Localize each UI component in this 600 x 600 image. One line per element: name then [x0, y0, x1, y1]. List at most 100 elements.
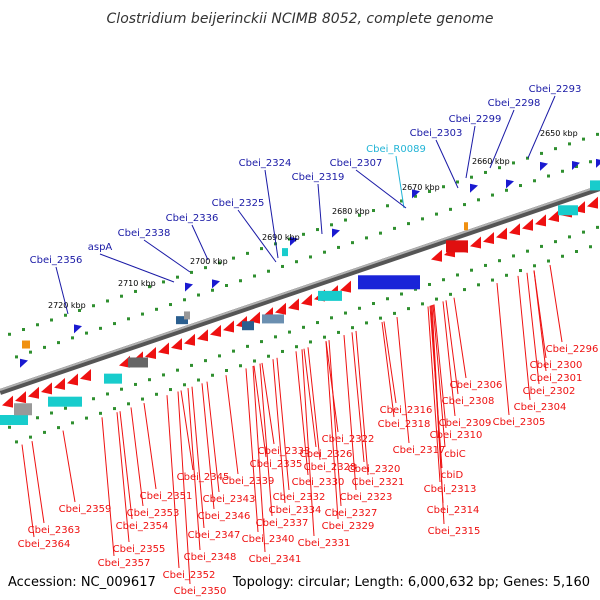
reverse-leader-line — [225, 375, 239, 475]
tick-dot — [386, 297, 389, 301]
reverse-leader-line — [526, 272, 540, 385]
tick-dot — [575, 250, 578, 253]
tick-dot — [253, 359, 256, 363]
tick-dot — [169, 303, 172, 307]
tick-dot — [113, 407, 116, 411]
forward-gene-label: aspA — [88, 242, 113, 253]
tick-dot — [428, 282, 431, 286]
feature-block — [22, 340, 30, 349]
tick-dot — [281, 264, 284, 268]
forward-gene-label: Cbei_R0089 — [366, 144, 426, 155]
tick-dot — [162, 373, 165, 377]
tick-dot — [526, 156, 529, 160]
reverse-gene-arrow — [548, 209, 559, 222]
tick-dot — [29, 350, 32, 354]
tick-dot — [218, 261, 221, 265]
tick-dot — [540, 244, 543, 248]
reverse-leader-line — [325, 341, 339, 520]
reverse-gene-arrow — [275, 302, 286, 315]
tick-dot — [421, 217, 424, 221]
forward-gene-label: Cbei_2307 — [330, 158, 383, 169]
tick-label: 2650 kbp — [540, 129, 578, 138]
tick-dot — [302, 232, 305, 236]
reverse-gene-label: Cbei_2357 — [98, 558, 151, 569]
tick-dot — [225, 284, 228, 287]
tick-dot — [491, 278, 494, 282]
reverse-gene-arrow — [197, 329, 208, 342]
tick-dot — [99, 411, 102, 415]
tick-dot — [162, 280, 165, 284]
reverse-leader-line — [143, 402, 157, 490]
accession-text: Accession: NC_009617 — [8, 575, 156, 590]
reverse-leader-line — [276, 357, 290, 491]
feature-block — [176, 316, 188, 325]
forward-leader-line — [395, 155, 405, 209]
tick-dot — [568, 235, 571, 239]
tick-dot — [309, 340, 312, 344]
reverse-gene-label: Cbei_2364 — [18, 539, 71, 550]
feature-block — [48, 396, 82, 407]
reverse-leader-line — [130, 407, 144, 507]
tick-dot — [232, 349, 235, 353]
tick-dot — [239, 364, 242, 368]
reverse-gene-label: Cbei_2305 — [493, 417, 546, 428]
reverse-leader-line — [383, 321, 397, 404]
reverse-gene-label: Cbei_2339 — [222, 476, 275, 487]
reverse-gene-label: Cbei_2355 — [113, 544, 166, 555]
tick-dot — [421, 302, 424, 306]
tick-dot — [120, 294, 123, 298]
forward-leader-line — [55, 266, 69, 315]
tick-dot — [428, 189, 431, 193]
topology-text: Topology: circular; Length: 6,000,632 bp… — [232, 575, 590, 590]
tick-dot — [533, 179, 536, 183]
reverse-leader-line — [206, 381, 220, 493]
reverse-leader-line — [245, 368, 259, 533]
tick-dot — [505, 188, 508, 192]
reverse-leader-line — [261, 362, 275, 445]
tick-dot — [57, 341, 60, 345]
reverse-gene-arrow — [470, 236, 481, 249]
reverse-gene-arrow — [210, 324, 221, 337]
reverse-gene-label: Cbei_2323 — [340, 492, 393, 503]
reverse-gene-label: Cbei_2353 — [127, 508, 180, 519]
forward-leader-line — [435, 139, 459, 189]
tick-labels-layer: 2650 kbp 2660 kbp 2670 kbp 2680 kbp 2690 kbp… — [48, 129, 578, 310]
reverse-gene-arrow — [522, 218, 533, 231]
reverse-gene-label: Cbei_2354 — [116, 521, 169, 532]
tick-dot — [358, 306, 361, 310]
tick-dot — [246, 251, 249, 255]
tick-dot — [358, 213, 361, 217]
reverse-leader-line — [533, 270, 547, 372]
tick-dot — [554, 240, 557, 244]
reverse-gene-label: Cbei_2326 — [300, 449, 353, 460]
feature-block — [242, 321, 254, 331]
tick-dot — [519, 184, 522, 188]
tick-dot — [491, 193, 494, 197]
tick-dot — [155, 307, 158, 311]
reverse-gene-arrow — [340, 280, 351, 293]
tick-dot — [442, 278, 445, 282]
reverse-leader-line — [396, 316, 410, 444]
reverse-leader-line — [355, 330, 369, 476]
tick-dot — [169, 388, 172, 392]
reverse-leader-line — [201, 383, 215, 510]
reverse-gene-arrow — [54, 377, 65, 390]
reverse-leader-line — [453, 297, 467, 379]
reverse-gene-arrow — [41, 382, 52, 395]
reverse-gene-arrow — [431, 249, 442, 262]
tick-dot — [547, 259, 550, 263]
tick-dot — [470, 175, 473, 179]
tick-dot — [323, 250, 326, 254]
reverse-leader-line — [252, 365, 266, 553]
forward-gene-arrow — [20, 358, 28, 368]
forward-leader-line — [489, 109, 515, 169]
tick-dot — [225, 369, 228, 372]
tick-dot — [519, 269, 522, 273]
reverse-leader-line — [549, 264, 563, 343]
reverse-gene-arrow — [496, 227, 507, 240]
reverse-gene-arrow — [483, 232, 494, 245]
tick-dot — [589, 245, 592, 249]
reverse-gene-arrow — [28, 386, 39, 399]
tick-dot — [435, 297, 438, 301]
tick-dot — [582, 137, 585, 141]
